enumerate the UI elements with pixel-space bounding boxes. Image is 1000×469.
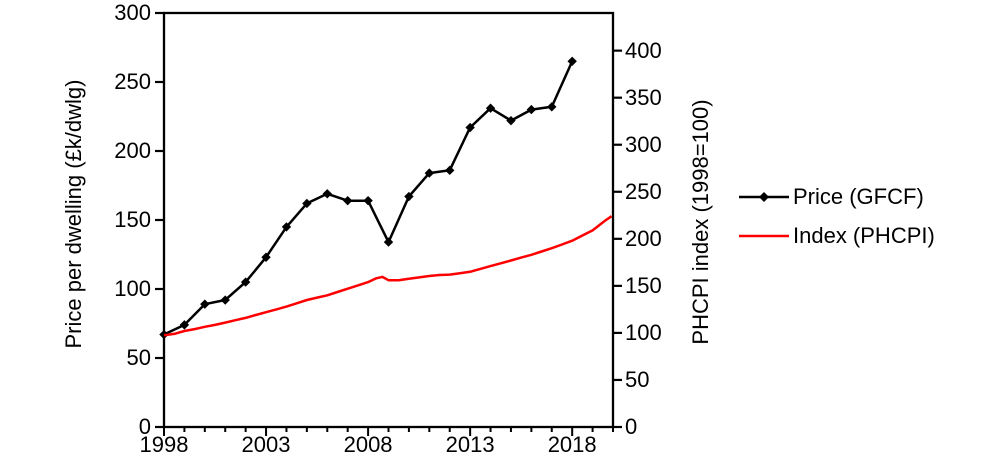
x-axis-tick-label: 2008 bbox=[343, 432, 393, 457]
series-0-diamond-marker bbox=[200, 299, 210, 309]
series-line-1 bbox=[163, 215, 613, 337]
left-axis-tick-label: 100 bbox=[114, 276, 151, 301]
series-0-diamond-marker bbox=[302, 198, 312, 209]
series-0-diamond-marker bbox=[342, 195, 353, 206]
left-axis-tick-label: 50 bbox=[126, 345, 151, 370]
left-axis-tick-label: 0 bbox=[138, 414, 151, 439]
x-axis-tick-label: 2018 bbox=[547, 432, 597, 457]
series-0-diamond-marker bbox=[404, 191, 414, 202]
series-0-diamond-marker bbox=[547, 102, 557, 112]
series-0-diamond-marker bbox=[445, 165, 455, 176]
series-0-diamond-marker bbox=[261, 252, 271, 262]
series-0-diamond-marker bbox=[567, 56, 577, 66]
x-axis-tick-label: 2013 bbox=[445, 432, 495, 457]
plot-frame bbox=[162, 11, 615, 429]
series-0-diamond-marker bbox=[526, 104, 537, 115]
series-0-diamond-marker bbox=[485, 103, 496, 113]
left-axis-tick-label: 200 bbox=[114, 138, 151, 163]
x-axis-tick-label: 2003 bbox=[241, 432, 291, 457]
right-axis-tick-label: 0 bbox=[625, 414, 638, 439]
right-axis-tick-label: 50 bbox=[625, 366, 650, 392]
legend-black-line-with-diamond-icon bbox=[739, 192, 789, 202]
right-axis-title: PHCPI index (1998=100) bbox=[688, 99, 713, 345]
legend-red-line-icon bbox=[739, 234, 789, 238]
series-0-diamond-marker bbox=[220, 295, 230, 305]
right-axis-tick-label: 350 bbox=[625, 84, 662, 110]
x-axis-tick-label: 1998 bbox=[139, 432, 189, 457]
series-0-diamond-marker bbox=[240, 277, 251, 287]
right-axis-tick-label: 100 bbox=[625, 319, 662, 345]
right-axis-tick-label: 400 bbox=[625, 37, 662, 63]
left-axis-tick-label: 300 bbox=[114, 0, 151, 25]
series-0-diamond-marker bbox=[506, 115, 516, 126]
right-axis-tick-label: 150 bbox=[625, 272, 662, 298]
legend-label-price-gfcf: Price (GFCF) bbox=[793, 184, 924, 209]
left-axis-title: Price per dwelling (£k/dwlg) bbox=[61, 79, 86, 349]
left-axis-tick-label: 150 bbox=[114, 207, 151, 232]
legend-item-index-phcpi: Index (PHCPI) bbox=[738, 223, 935, 249]
series-0-diamond-marker bbox=[383, 237, 394, 247]
legend-label-index-phcpi: Index (PHCPI) bbox=[793, 223, 935, 248]
right-axis-tick-label: 300 bbox=[625, 131, 662, 157]
series-0-diamond-marker bbox=[179, 320, 190, 330]
series-0-diamond-marker bbox=[363, 195, 373, 206]
right-axis-tick-label: 250 bbox=[625, 178, 662, 204]
series-0-diamond-marker bbox=[465, 122, 475, 133]
series-0-diamond-marker bbox=[424, 168, 435, 178]
left-axis-tick-label: 250 bbox=[114, 69, 151, 94]
series-0-diamond-marker bbox=[322, 189, 332, 199]
right-axis-tick-label: 200 bbox=[625, 225, 662, 251]
legend: Price (GFCF) Index (PHCPI) bbox=[738, 184, 935, 249]
series-0-diamond-marker bbox=[281, 222, 292, 232]
legend-item-price-gfcf: Price (GFCF) bbox=[738, 184, 935, 210]
